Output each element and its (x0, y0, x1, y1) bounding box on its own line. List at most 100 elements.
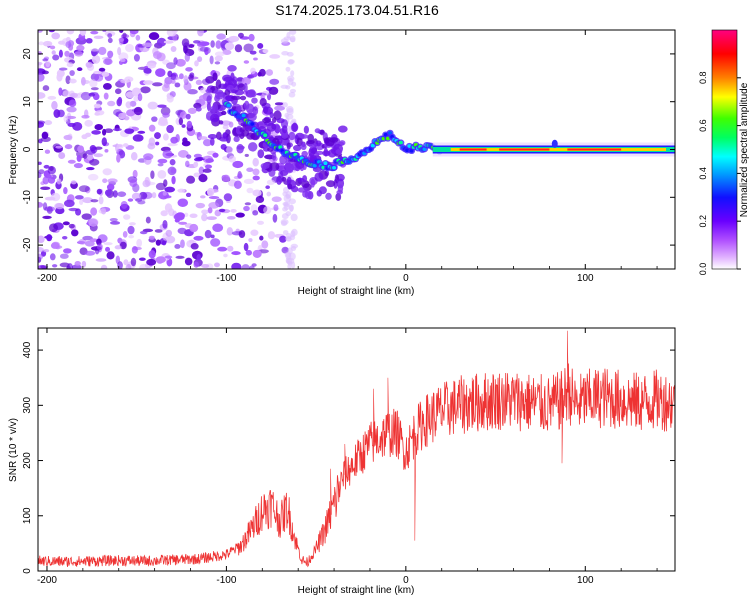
spectrogram-x-label: Height of straight line (km) (298, 286, 415, 297)
noise-blob (102, 178, 108, 184)
noise-blob (288, 59, 295, 64)
band-blob (322, 150, 331, 157)
noise-blob (67, 159, 76, 164)
x-tick-label: -100 (216, 575, 236, 586)
noise-blob (96, 243, 103, 251)
noise-blob (132, 169, 138, 179)
noise-blob (66, 106, 77, 113)
noise-blob (93, 103, 102, 109)
noise-blob (198, 166, 205, 175)
noise-blob (269, 78, 280, 85)
noise-blob (268, 86, 279, 95)
noise-blob (181, 38, 190, 48)
noise-blob (187, 107, 197, 115)
noise-blob (63, 199, 75, 208)
noise-blob (266, 191, 272, 197)
noise-blob (142, 80, 154, 85)
noise-blob (90, 48, 100, 52)
noise-blob (38, 138, 43, 144)
noise-blob (130, 257, 137, 267)
noise-blob (74, 51, 84, 57)
spectrogram-y-label: Frequency (Hz) (8, 116, 19, 185)
noise-blob (116, 153, 121, 163)
x-tick-label: 0 (403, 273, 409, 284)
noise-blob (38, 30, 43, 33)
noise-blob (106, 251, 115, 260)
noise-blob (38, 61, 43, 66)
noise-blob (156, 37, 167, 47)
noise-blob (193, 172, 201, 178)
noise-blob (226, 216, 236, 220)
noise-blob (107, 50, 114, 59)
noise-blob (148, 250, 156, 259)
carrier-core (499, 148, 550, 151)
colorbar: 0.0 0.2 0.4 0.6 0.8 Normalized spectral ampl… (698, 29, 750, 276)
noise-blob (183, 82, 192, 91)
noise-blob (70, 180, 77, 185)
noise-blob (104, 148, 109, 153)
noise-blob (259, 235, 264, 241)
y-tick-label: 0 (22, 146, 33, 152)
noise-blob (95, 258, 107, 262)
colorbar-tick-label: 0.0 (698, 263, 708, 276)
noise-blob (179, 111, 188, 119)
noise-blob (42, 176, 50, 185)
band-blob (329, 137, 339, 143)
noise-blob (291, 118, 297, 123)
noise-blob (177, 188, 186, 193)
noise-blob (125, 91, 135, 99)
noise-blob (148, 124, 156, 132)
noise-blob (107, 37, 113, 44)
noise-blob (58, 152, 66, 159)
noise-blob (167, 70, 173, 78)
noise-blob (174, 244, 181, 249)
noise-blob (162, 84, 170, 92)
noise-blob (148, 235, 155, 240)
noise-blob (178, 221, 188, 225)
noise-blob (201, 209, 209, 215)
noise-blob (114, 88, 122, 95)
noise-blob (85, 132, 92, 138)
snr-frame (37, 327, 676, 572)
noise-blob (174, 82, 181, 88)
noise-blob (63, 187, 68, 195)
x-tick-label: 100 (577, 575, 594, 586)
noise-blob (285, 211, 292, 217)
noise-blob (285, 105, 294, 113)
noise-blob (51, 264, 58, 268)
noise-blob (119, 30, 124, 34)
noise-blob (59, 262, 70, 268)
noise-blob (252, 210, 259, 216)
noise-blob (220, 120, 232, 126)
noise-blob (112, 128, 122, 132)
noise-blob (48, 30, 55, 33)
noise-blob (82, 197, 94, 204)
noise-blob (226, 245, 234, 252)
band-blob (251, 97, 258, 104)
noise-blob (223, 193, 233, 202)
noise-blob (214, 61, 221, 65)
band-blob (323, 137, 330, 144)
x-tick-label: 0 (403, 575, 409, 586)
snr-y-axis: 0 100 200 300 400 (22, 341, 675, 574)
noise-blob (241, 76, 252, 85)
band-blob (297, 177, 305, 183)
band-blob (262, 117, 271, 124)
noise-blob (162, 149, 173, 159)
noise-blob (89, 145, 97, 152)
noise-blob (76, 154, 82, 162)
band-blob (263, 106, 274, 115)
noise-blob (163, 195, 172, 199)
noise-blob (171, 175, 176, 185)
y-tick-label: 200 (22, 452, 33, 469)
noise-blob (167, 142, 178, 147)
noise-blob (281, 246, 289, 254)
noise-blob (287, 261, 293, 266)
chart-title: S174.2025.173.04.51.R16 (275, 2, 439, 18)
colorbar-tick-label: 0.8 (698, 72, 708, 85)
noise-blob (238, 32, 244, 38)
band-blob (205, 76, 215, 84)
noise-blob (287, 78, 294, 86)
noise-blob (223, 253, 228, 258)
noise-blob (267, 231, 276, 240)
